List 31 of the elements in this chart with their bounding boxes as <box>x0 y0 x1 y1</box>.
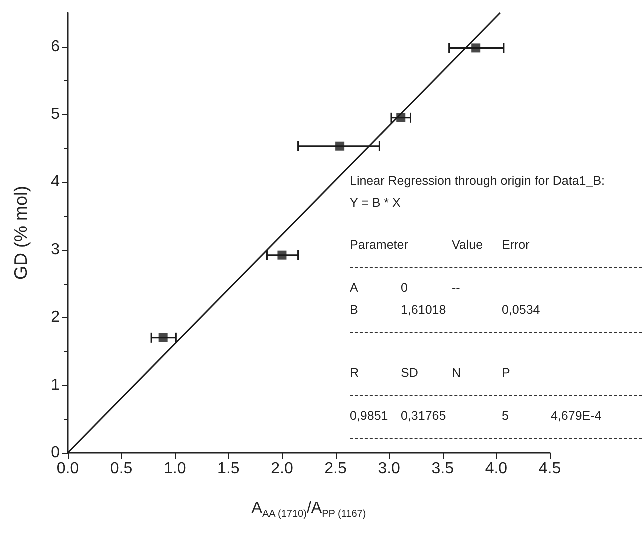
x-tick-label: 2.0 <box>271 460 294 478</box>
point <box>278 250 287 260</box>
point <box>396 113 406 122</box>
text: B 1,61018 0,0534 <box>350 303 540 317</box>
text: R SD N P <box>350 366 510 380</box>
annotation: Linear Regression through origin for Data1_B: <box>350 173 606 190</box>
x-tick-label: 1.0 <box>164 460 186 478</box>
x-tick-label: 3.5 <box>432 460 454 478</box>
text: A 0 -- <box>350 281 460 295</box>
annotation: Y = B * X <box>350 195 401 212</box>
y-axis-title: GD (% mol) <box>11 186 31 280</box>
x-tick-label: 4.5 <box>538 460 562 478</box>
y-tick-label: 4 <box>51 174 60 191</box>
x-axis-title: A$_{AA (1710)}$/A$_{PP (1167)}$ <box>250 500 368 520</box>
x-tick-label: 2.5 <box>324 460 347 478</box>
y-tick-label: 1 <box>51 376 60 394</box>
point <box>336 142 345 151</box>
text: Parameter Value Error <box>350 238 530 252</box>
y-tick-label: 5 <box>51 106 60 124</box>
y-tick-label: 3 <box>51 241 60 258</box>
point <box>472 44 481 53</box>
x-tick-label: 4.0 <box>485 460 508 478</box>
point <box>158 333 168 342</box>
y-tick-label: 2 <box>51 309 60 326</box>
x-tick-label: 1.5 <box>218 460 240 478</box>
x-tick-label: 3.0 <box>378 460 401 478</box>
text: 0,9851 0,31765 5 4,679E-4 <box>350 409 602 423</box>
x-tick-label: 0.5 <box>110 460 133 478</box>
y-tick-label: 0 <box>51 444 60 462</box>
y-tick-label: 6 <box>51 38 60 56</box>
x-tick-label: 0.0 <box>56 460 80 478</box>
